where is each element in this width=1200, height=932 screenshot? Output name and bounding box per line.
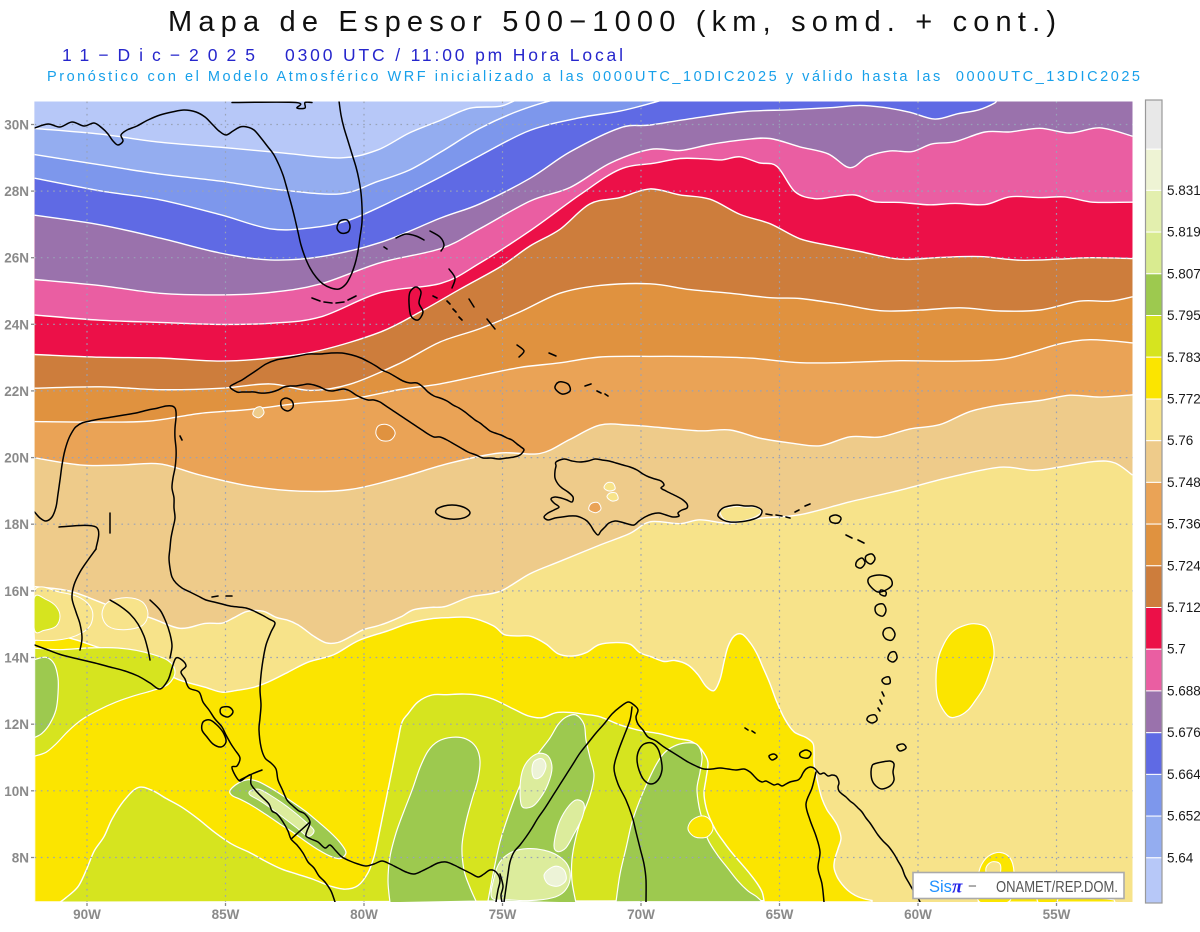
svg-text:8N: 8N bbox=[12, 851, 29, 866]
svg-text:5.64: 5.64 bbox=[1167, 850, 1194, 865]
svg-text:26N: 26N bbox=[4, 251, 29, 266]
svg-text:5.664: 5.664 bbox=[1167, 767, 1200, 782]
svg-text:18N: 18N bbox=[4, 517, 29, 532]
svg-text:5.724: 5.724 bbox=[1167, 558, 1200, 573]
svg-text:Sis: Sis bbox=[929, 878, 952, 896]
svg-text:ONAMET/REP.DOM.: ONAMET/REP.DOM. bbox=[996, 879, 1118, 896]
svg-text:5.748: 5.748 bbox=[1167, 475, 1200, 490]
svg-text:20N: 20N bbox=[4, 451, 29, 466]
svg-text:10N: 10N bbox=[4, 784, 29, 799]
svg-text:12N: 12N bbox=[4, 717, 29, 732]
svg-text:0300 UTC / 11:00 pm Hora Local: 0300 UTC / 11:00 pm Hora Local bbox=[285, 45, 623, 65]
svg-text:85W: 85W bbox=[212, 907, 240, 922]
svg-text:π: π bbox=[952, 877, 963, 898]
svg-text:5.783: 5.783 bbox=[1167, 350, 1200, 365]
svg-text:5.795: 5.795 bbox=[1167, 308, 1200, 323]
svg-text:60W: 60W bbox=[904, 907, 932, 922]
svg-text:75W: 75W bbox=[489, 907, 517, 922]
svg-text:24N: 24N bbox=[4, 317, 29, 332]
svg-text:70W: 70W bbox=[627, 907, 655, 922]
svg-text:14N: 14N bbox=[4, 651, 29, 666]
svg-text:5.736: 5.736 bbox=[1167, 517, 1200, 532]
svg-text:5.819: 5.819 bbox=[1167, 225, 1200, 240]
svg-text:55W: 55W bbox=[1043, 907, 1071, 922]
svg-text:28N: 28N bbox=[4, 184, 29, 199]
svg-text:16N: 16N bbox=[4, 584, 29, 599]
svg-text:5.807: 5.807 bbox=[1167, 266, 1200, 281]
svg-text:Pronóstico con el Modelo Atmos: Pronóstico con el Modelo Atmosférico WRF… bbox=[47, 69, 1140, 85]
svg-text:5.831: 5.831 bbox=[1167, 183, 1200, 198]
svg-text:5.676: 5.676 bbox=[1167, 725, 1200, 740]
svg-text:90W: 90W bbox=[73, 907, 101, 922]
svg-text:5.7: 5.7 bbox=[1167, 642, 1186, 657]
svg-text:80W: 80W bbox=[350, 907, 378, 922]
svg-text:5.688: 5.688 bbox=[1167, 683, 1200, 698]
svg-text:30N: 30N bbox=[4, 118, 29, 133]
svg-text:65W: 65W bbox=[766, 907, 794, 922]
svg-text:5.652: 5.652 bbox=[1167, 809, 1200, 824]
svg-text:5.712: 5.712 bbox=[1167, 600, 1200, 615]
svg-text:−: − bbox=[968, 878, 977, 895]
svg-text:5.772: 5.772 bbox=[1167, 391, 1200, 406]
svg-text:5.76: 5.76 bbox=[1167, 433, 1193, 448]
svg-text:22N: 22N bbox=[4, 384, 29, 399]
